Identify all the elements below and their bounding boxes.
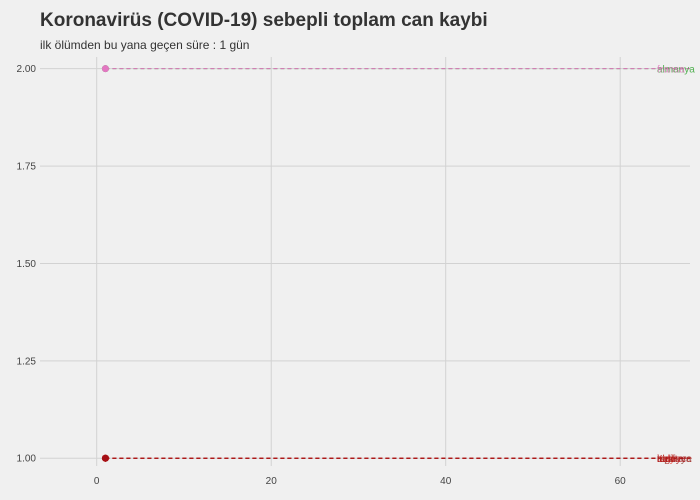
chart-subtitle: ilk ölümden bu yana geçen süre : 1 gün: [40, 38, 250, 52]
y-axis-ticks: 1.00 1.25 1.50 1.75 2.00: [17, 64, 37, 465]
x-tick-label: 0: [94, 476, 100, 487]
series-label-italya: italya: [657, 454, 681, 465]
x-tick-label: 20: [266, 476, 278, 487]
y-tick-label: 2.00: [17, 64, 37, 75]
series-label-fransa: fransa: [657, 65, 685, 76]
series-label-ispanya: ispanya: [657, 454, 692, 465]
series-label-ingiltere: ingiltere: [657, 454, 692, 465]
y-tick-label: 1.00: [17, 454, 37, 465]
x-tick-label: 60: [615, 476, 627, 487]
series-label-almanya: almanya: [657, 65, 695, 76]
y-gridlines: [40, 68, 690, 459]
x-axis-ticks: 0 20 40 60: [94, 476, 626, 487]
y-tick-label: 1.75: [17, 162, 37, 173]
chart-title: Koronavirüs (COVID-19) sebepli toplam ca…: [40, 10, 488, 31]
x-gridlines: [96, 57, 621, 466]
x-tick-label: 40: [440, 476, 452, 487]
data-point-türkiye: [101, 454, 109, 462]
y-tick-label: 1.25: [17, 356, 37, 367]
series-points: [101, 65, 109, 462]
data-point-fransa: [101, 65, 109, 73]
series-label-türkiye: türkiye: [657, 454, 687, 465]
series-label-abd: abd: [657, 454, 674, 465]
y-tick-label: 1.50: [17, 259, 37, 270]
series-label-iran: iran: [657, 454, 674, 465]
